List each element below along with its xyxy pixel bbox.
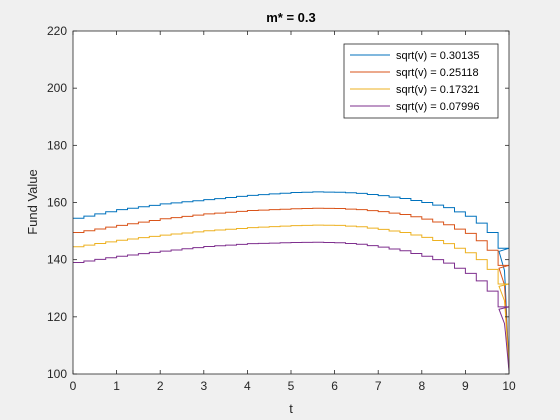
chart-title: m* = 0.3 [266, 10, 316, 25]
series-line-4 [73, 241, 510, 372]
y-axis-label: Fund Value [25, 169, 40, 235]
y-tick-label: 180 [47, 138, 67, 152]
x-tick-label: 9 [462, 379, 469, 393]
x-axis-label: t [289, 401, 293, 416]
x-tick-label: 10 [502, 379, 516, 393]
legend-label-4: sqrt(v) = 0.07996 [396, 101, 479, 113]
y-tick-label: 220 [47, 24, 67, 38]
x-tick-label: 0 [70, 379, 77, 393]
x-tick-label: 7 [375, 379, 382, 393]
legend-label-1: sqrt(v) = 0.30135 [396, 50, 479, 62]
y-tick-label: 200 [47, 81, 67, 95]
x-tick-label: 2 [157, 379, 164, 393]
y-tick-label: 120 [47, 310, 67, 324]
x-tick-label: 5 [288, 379, 295, 393]
x-tick-label: 1 [113, 379, 120, 393]
y-tick-label: 100 [47, 367, 67, 381]
series-line-3 [73, 224, 510, 369]
x-tick-label: 8 [418, 379, 425, 393]
x-tick-label: 4 [244, 379, 251, 393]
x-tick-label: 3 [200, 379, 207, 393]
series-line-1 [73, 191, 510, 369]
y-tick-label: 140 [47, 253, 67, 267]
legend-label-2: sqrt(v) = 0.25118 [396, 67, 479, 79]
series-line-2 [73, 207, 510, 369]
y-tick-label: 160 [47, 196, 67, 210]
legend-label-3: sqrt(v) = 0.17321 [396, 84, 479, 96]
x-tick-label: 6 [331, 379, 338, 393]
legend: sqrt(v) = 0.30135 sqrt(v) = 0.25118 sqrt(v… [343, 43, 499, 119]
